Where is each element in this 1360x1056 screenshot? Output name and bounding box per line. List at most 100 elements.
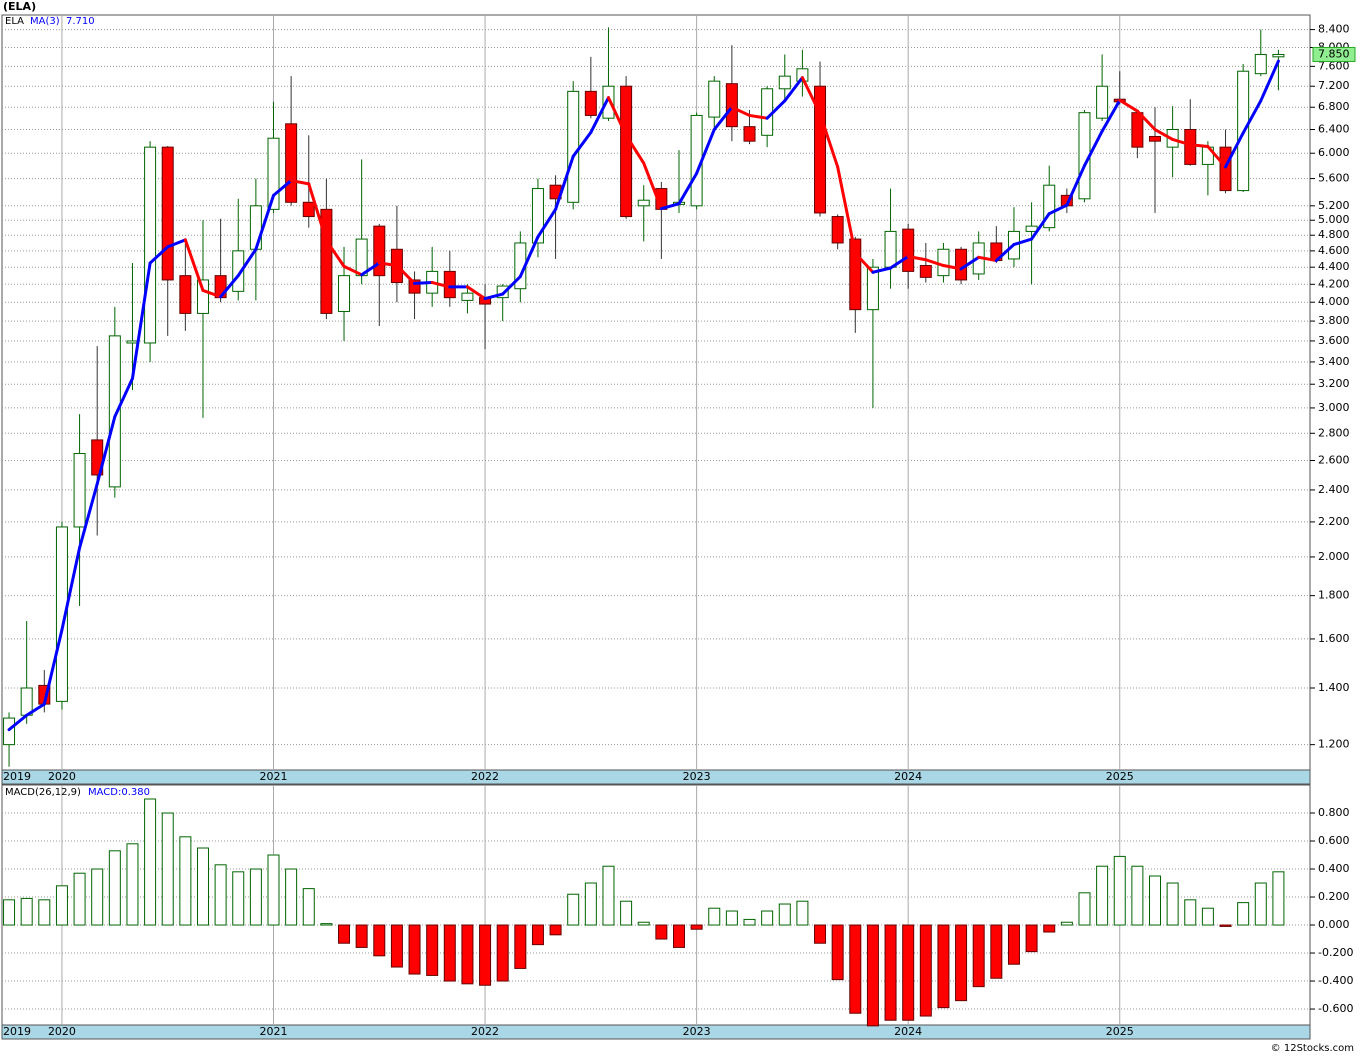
y-tick-label: 2.200 [1318, 515, 1350, 528]
candle-body [531, 188, 544, 244]
y-tick-label: 3.600 [1318, 334, 1350, 347]
candle-body [1254, 53, 1267, 75]
candle-body [408, 279, 421, 294]
macd-bar [672, 924, 685, 948]
macd-bar [20, 897, 33, 926]
macd-bar [38, 899, 51, 926]
macd-bar [479, 924, 492, 986]
macd-bar [91, 868, 104, 926]
ma-segment [1171, 137, 1192, 147]
candle-body [567, 90, 580, 203]
ma-segment [853, 251, 875, 274]
macd-bar [602, 865, 615, 926]
candle-body [108, 335, 121, 488]
macd-bar [778, 903, 791, 926]
ma-segment [518, 235, 540, 279]
macd-bar [1043, 924, 1056, 933]
ma-segment [42, 628, 64, 706]
ma-segment [1012, 237, 1034, 247]
y-tick-label: 4.000 [1318, 295, 1350, 308]
y-tick-label: 3.200 [1318, 377, 1350, 390]
ma-segment [289, 179, 311, 186]
y-tick-label: 2.800 [1318, 426, 1350, 439]
macd-bar [531, 924, 544, 946]
x-tick-label: 2019 [3, 1025, 31, 1038]
candle-body [814, 85, 827, 214]
candle-body [1219, 146, 1232, 192]
y-tick-label: 4.400 [1318, 260, 1350, 273]
y-tick-label: 2.000 [1318, 550, 1350, 563]
candle-body [1096, 85, 1109, 119]
macd-bar [338, 924, 351, 944]
macd-bar [655, 924, 668, 940]
macd-bar [884, 924, 897, 1021]
ma-segment [571, 130, 593, 158]
y-tick-label: 0.600 [1318, 834, 1350, 847]
ma-segment [818, 112, 840, 169]
candle-body [831, 216, 844, 244]
macd-bar [919, 924, 932, 1017]
ma-segment [1118, 98, 1139, 113]
ma-segment [7, 713, 29, 732]
ma-segment [219, 274, 240, 299]
ma-segment [307, 182, 328, 243]
x-axis-strip [1, 769, 1311, 785]
macd-bar [1113, 855, 1126, 926]
candle-body [743, 126, 756, 142]
candle-body [1025, 225, 1038, 232]
macd-bar [1201, 907, 1214, 926]
candle-body [1184, 129, 1197, 165]
macd-bar [1219, 924, 1232, 927]
y-tick-label: 5.200 [1318, 199, 1350, 212]
ma-segment [1100, 98, 1122, 133]
x-axis-strip [1, 1024, 1311, 1040]
ma-segment [342, 264, 364, 277]
ma-segment [977, 255, 998, 263]
candle-body [73, 453, 86, 528]
candle-body [355, 238, 368, 277]
ma-segment [642, 161, 663, 211]
candle-body [902, 228, 915, 272]
macd-bar [232, 871, 245, 926]
macd-bar [73, 872, 86, 926]
candle-body [708, 80, 721, 118]
ma-segment [60, 546, 82, 632]
macd-bar [831, 924, 844, 981]
y-tick-label: 7.200 [1318, 79, 1350, 92]
ma-segment [360, 261, 381, 277]
ma-segment [201, 288, 223, 299]
candle-body [725, 83, 738, 128]
candle-body [285, 123, 298, 203]
macd-bar [249, 868, 262, 926]
ma-segment [659, 202, 681, 211]
ma-segment [924, 258, 945, 268]
ma-segment [25, 702, 46, 717]
macd-bar [1131, 865, 1144, 926]
macd-bar [55, 885, 68, 926]
candle-body [126, 340, 139, 344]
x-tick-label: 2019 [3, 770, 31, 783]
macd-bar [302, 888, 315, 926]
macd-bar [567, 893, 580, 926]
candle-body [144, 146, 157, 344]
candle-body [55, 526, 68, 702]
candle-body [584, 90, 597, 116]
candle-body [302, 201, 315, 218]
candle-body [637, 199, 650, 207]
macd-bar [1025, 924, 1038, 953]
macd-bar [426, 924, 439, 976]
macd-bar [443, 924, 456, 982]
ma-segment [1241, 99, 1263, 135]
ma-segment [1047, 203, 1069, 216]
y-tick-label: 1.200 [1318, 738, 1350, 751]
macd-bar [955, 924, 968, 1002]
candle-body [602, 85, 615, 119]
x-tick-label: 2025 [1106, 770, 1134, 783]
macd-bar [1096, 865, 1109, 926]
macd-bar [408, 924, 421, 975]
macd-bar [196, 847, 209, 926]
ma-segment [113, 377, 134, 419]
candle-body [1131, 112, 1144, 148]
macd-bar [320, 923, 333, 926]
ma-segment [836, 165, 857, 255]
